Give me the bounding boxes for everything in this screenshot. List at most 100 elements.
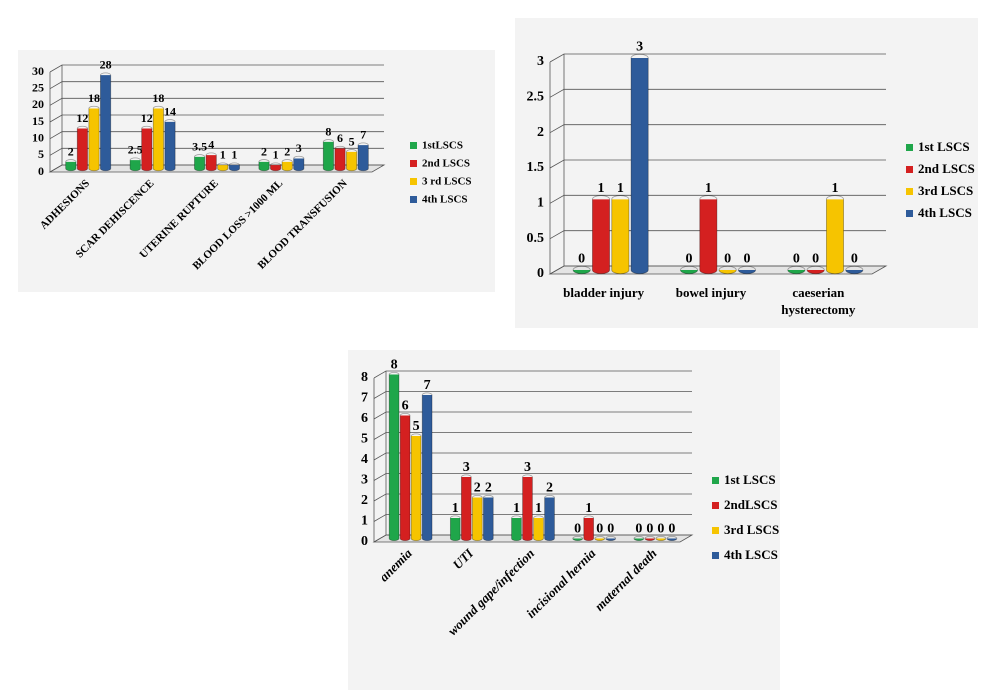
data-label: 0 bbox=[724, 251, 731, 266]
y-tick-label: 5 bbox=[38, 147, 44, 161]
bar bbox=[410, 433, 422, 542]
data-label: 1 bbox=[231, 148, 237, 162]
grid-line bbox=[549, 265, 886, 275]
y-tick-label: 0 bbox=[361, 534, 368, 549]
x-tick-label-box: caeserian hysterectomy bbox=[781, 285, 856, 317]
bar bbox=[594, 535, 606, 542]
data-label: 0 bbox=[578, 251, 585, 266]
legend-swatch bbox=[906, 210, 913, 217]
bar bbox=[399, 412, 411, 542]
bar bbox=[787, 265, 806, 275]
legend-label: 2nd LSCS bbox=[422, 158, 470, 170]
data-label: 2 bbox=[474, 481, 481, 496]
bar bbox=[633, 535, 645, 542]
bar bbox=[583, 515, 594, 542]
y-tick-label: 0 bbox=[38, 164, 44, 178]
x-tick-label: caeserian hysterectomy bbox=[781, 285, 856, 317]
bar bbox=[164, 119, 176, 172]
data-label: 1 bbox=[220, 148, 226, 162]
bar bbox=[152, 105, 164, 172]
legend-swatch bbox=[410, 160, 417, 167]
bar bbox=[334, 145, 346, 172]
bar bbox=[65, 159, 77, 172]
bar bbox=[644, 535, 656, 542]
y-tick-label: 30 bbox=[32, 64, 44, 78]
data-label: 2 bbox=[68, 144, 74, 158]
bar bbox=[258, 159, 270, 172]
y-tick-label: 0 bbox=[537, 266, 544, 281]
grid-line bbox=[49, 114, 384, 123]
data-label: 18 bbox=[152, 91, 164, 105]
data-label: 1 bbox=[273, 148, 279, 162]
bar bbox=[293, 155, 305, 172]
bar bbox=[511, 515, 522, 542]
grid-line bbox=[549, 230, 886, 240]
bar bbox=[737, 265, 756, 275]
legend-label: 3rd LSCS bbox=[724, 522, 779, 537]
data-label: 28 bbox=[100, 58, 112, 72]
y-tick-label: 2.5 bbox=[527, 90, 545, 105]
grid-line bbox=[373, 370, 692, 379]
grid-line bbox=[373, 514, 692, 522]
bar bbox=[217, 162, 229, 172]
bar bbox=[388, 371, 400, 542]
data-label: 0 bbox=[607, 522, 614, 537]
bar bbox=[88, 105, 100, 172]
bar bbox=[449, 515, 461, 542]
data-label: 12 bbox=[141, 111, 153, 125]
y-tick-label: 1.5 bbox=[527, 160, 545, 175]
legend-swatch bbox=[410, 196, 417, 203]
y-tick-label: 10 bbox=[32, 130, 44, 144]
data-label: 1 bbox=[831, 181, 838, 196]
grid-line bbox=[549, 88, 886, 98]
bar bbox=[129, 157, 141, 172]
y-tick-label: 1 bbox=[537, 196, 544, 211]
chart-background bbox=[515, 18, 978, 328]
legend-label: 3rd LSCS bbox=[918, 183, 973, 198]
legend-swatch bbox=[906, 166, 913, 173]
bar bbox=[483, 494, 494, 542]
y-tick-label: 2 bbox=[537, 125, 544, 140]
legend-label: 4th LSCS bbox=[918, 205, 972, 220]
bar bbox=[472, 494, 483, 542]
grid-line bbox=[373, 411, 692, 420]
legend-swatch bbox=[712, 552, 719, 559]
data-label: 2 bbox=[261, 144, 267, 158]
bar bbox=[100, 72, 112, 172]
data-label: 7 bbox=[424, 378, 431, 393]
grid-line bbox=[373, 493, 692, 502]
grid-line bbox=[49, 64, 384, 73]
y-tick-label: 3 bbox=[361, 473, 368, 488]
bar bbox=[281, 159, 293, 172]
data-label: 0 bbox=[635, 522, 642, 537]
bar bbox=[522, 474, 533, 542]
data-label: 8 bbox=[391, 358, 398, 373]
data-label: 1 bbox=[598, 181, 605, 196]
x-tick-label-box: bowel injury bbox=[676, 285, 746, 300]
data-label: 1 bbox=[535, 501, 542, 516]
data-label: 18 bbox=[88, 91, 100, 105]
grid-line bbox=[373, 432, 692, 440]
bar bbox=[544, 494, 555, 542]
legend-label: 1st LSCS bbox=[918, 139, 970, 154]
data-label: 0 bbox=[812, 251, 819, 266]
floor bbox=[372, 534, 694, 543]
x-tick-label-box: bladder injury bbox=[563, 285, 644, 300]
data-label: 5 bbox=[413, 419, 420, 434]
grid-line bbox=[373, 473, 692, 481]
bar bbox=[572, 265, 591, 275]
legend-swatch bbox=[712, 477, 719, 484]
bar bbox=[666, 535, 678, 542]
grid-line bbox=[49, 147, 384, 156]
bar bbox=[680, 265, 699, 275]
grid-line bbox=[549, 159, 886, 169]
data-label: 6 bbox=[402, 399, 409, 414]
data-label: 3 bbox=[524, 460, 531, 475]
data-label: 3 bbox=[296, 141, 302, 155]
data-label: 1 bbox=[452, 501, 459, 516]
legend-label: 3 rd LSCS bbox=[422, 176, 472, 188]
bar bbox=[194, 154, 206, 172]
bar bbox=[533, 515, 544, 542]
